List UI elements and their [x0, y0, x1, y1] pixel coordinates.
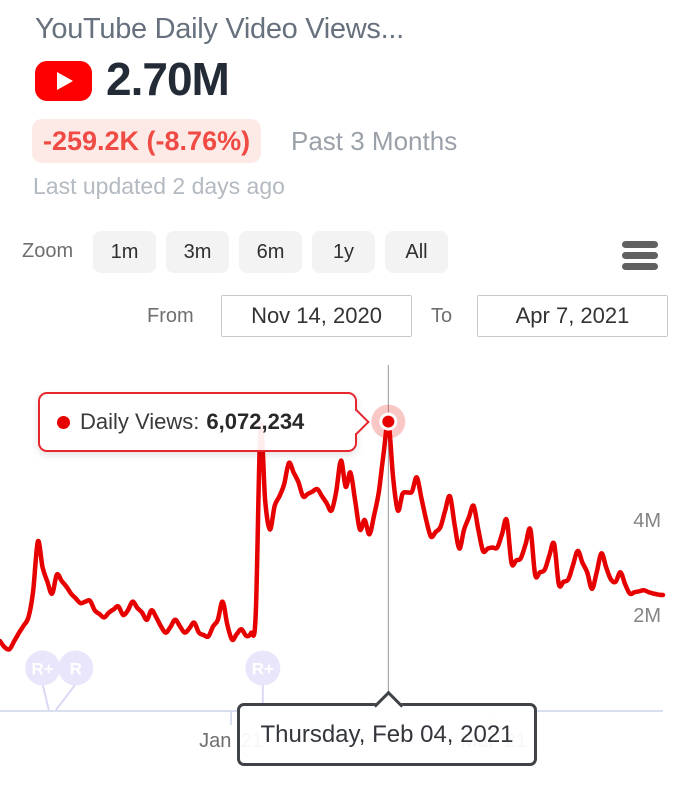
flag-label: R+ [32, 660, 54, 679]
page-title: YouTube Daily Video Views... [35, 13, 404, 45]
zoom-button-6m[interactable]: 6m [239, 231, 302, 273]
date-tooltip-text: Thursday, Feb 04, 2021 [260, 720, 514, 748]
zoom-button-1y[interactable]: 1y [312, 231, 375, 273]
flag-marker-r[interactable] [58, 650, 94, 686]
zoom-button-1m[interactable]: 1m [93, 231, 156, 273]
change-period-label: Past 3 Months [291, 126, 458, 156]
youtube-play-icon [35, 61, 92, 101]
selected-point-marker[interactable] [379, 412, 398, 431]
date-tooltip: Thursday, Feb 04, 2021 [237, 690, 537, 766]
total-views-value: 2.70M [106, 53, 230, 105]
to-date-input[interactable] [477, 295, 668, 337]
zoom-label: Zoom [22, 240, 74, 262]
play-triangle-icon [57, 72, 73, 90]
flag-stem [55, 683, 77, 711]
from-date-input[interactable] [221, 295, 412, 337]
flag-label: R [70, 660, 82, 679]
zoom-button-3m[interactable]: 3m [166, 231, 229, 273]
flag-label: R+ [252, 660, 274, 679]
change-badge: -259.2K (-8.76%) [32, 119, 262, 163]
zoom-button-group: 1m 3m 6m 1y All [93, 231, 448, 273]
series-line[interactable] [0, 419, 666, 652]
flag-marker-r-plus[interactable] [245, 650, 281, 686]
zoom-button-all[interactable]: All [385, 231, 448, 273]
from-label: From [147, 305, 194, 327]
tooltip-value: 6,072,234 [206, 409, 305, 434]
flag-stem [41, 683, 50, 711]
y-axis-label: 2M [633, 605, 661, 627]
y-axis-label: 4M [633, 510, 661, 532]
point-tooltip: Daily Views: 6,072,234 [38, 392, 370, 452]
hamburger-menu-icon[interactable] [622, 241, 658, 270]
last-updated-label: Last updated 2 days ago [33, 173, 285, 199]
tooltip-series-label: Daily Views: [80, 409, 200, 434]
series-bullet-icon [57, 415, 70, 429]
flag-marker-r-plus[interactable] [25, 650, 61, 686]
to-label: To [431, 305, 453, 327]
